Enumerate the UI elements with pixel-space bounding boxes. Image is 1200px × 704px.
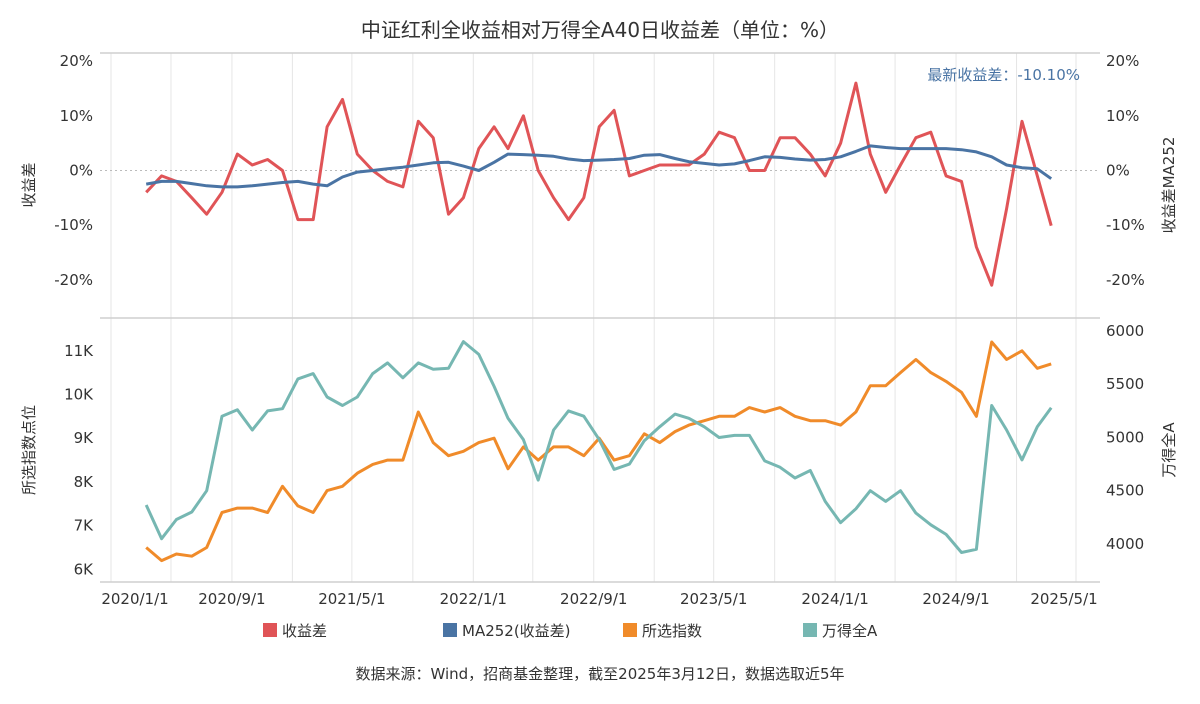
legend: 收益差 MA252(收益差) 所选指数 万得全A [263,622,878,640]
bottom-left-tick-label: 6K [74,560,95,578]
top-left-axis-title: 收益差 [20,162,38,207]
top-right-tick-label: -10% [1106,216,1145,234]
legend-label: 万得全A [822,622,878,640]
bottom-left-tick-label: 7K [74,517,95,535]
latest-spread-annotation: 最新收益差：-10.10% [927,66,1080,84]
top-left-tick-label: 0% [69,161,93,179]
bottom-right-tick-label: 5500 [1106,375,1144,393]
x-tick-label: 2021/5/1 [318,590,385,608]
top-left-tick-label: -20% [54,271,93,289]
x-tick-label: 2020/1/1 [101,590,168,608]
bottom-right-tick-label: 6000 [1106,322,1144,340]
bottom-left-tick-label: 8K [74,473,95,491]
legend-swatch [803,623,817,637]
x-tick-label: 2023/5/1 [680,590,747,608]
x-tick-label: 2022/1/1 [440,590,507,608]
chart-title: 中证红利全收益相对万得全A40日收益差（单位：%） [361,18,839,42]
x-tick-label: 2024/1/1 [801,590,868,608]
legend-label: 所选指数 [642,622,702,640]
x-tick-label: 2022/9/1 [560,590,627,608]
bottom-right-tick-label: 4000 [1106,535,1144,553]
bottom-left-tick-label: 11K [64,342,94,360]
selected-index-line [145,340,1052,563]
x-tick-label: 2020/9/1 [198,590,265,608]
ma252-line [145,144,1053,189]
x-tick-label: 2024/9/1 [922,590,989,608]
top-right-tick-label: -20% [1106,271,1145,289]
legend-swatch [443,623,457,637]
top-right-tick-label: 0% [1106,161,1130,179]
top-left-tick-label: 10% [60,107,93,125]
top-left-tick-label: 20% [60,52,93,70]
top-right-tick-label: 20% [1106,52,1139,70]
bottom-left-tick-label: 10K [64,385,94,403]
top-right-tick-label: 10% [1106,107,1139,125]
footer-source: 数据来源：Wind，招商基金整理，截至2025年3月12日，数据选取近5年 [355,665,844,683]
bottom-right-tick-label: 4500 [1106,482,1144,500]
bottom-left-axis-title: 所选指数点位 [20,405,38,495]
wind-all-a-line [144,340,1053,554]
top-left-tick-label: -10% [54,216,93,234]
legend-swatch [263,623,277,637]
x-tick-label: 2025/5/1 [1030,590,1097,608]
spread-line [145,81,1053,287]
top-right-axis-title: 收益差MA252 [1160,137,1178,234]
legend-label: MA252(收益差) [462,622,571,640]
bottom-right-axis-title: 万得全A [1160,422,1178,478]
bottom-left-tick-label: 9K [74,429,95,447]
axes: 20% 20% 10% 10% 0% 0% -10% -10% -20% -20% 11K 10K 9K… [54,52,1145,608]
legend-label: 收益差 [282,622,327,640]
legend-swatch [623,623,637,637]
series-lines [144,81,1053,563]
bottom-right-tick-label: 5000 [1106,428,1144,446]
